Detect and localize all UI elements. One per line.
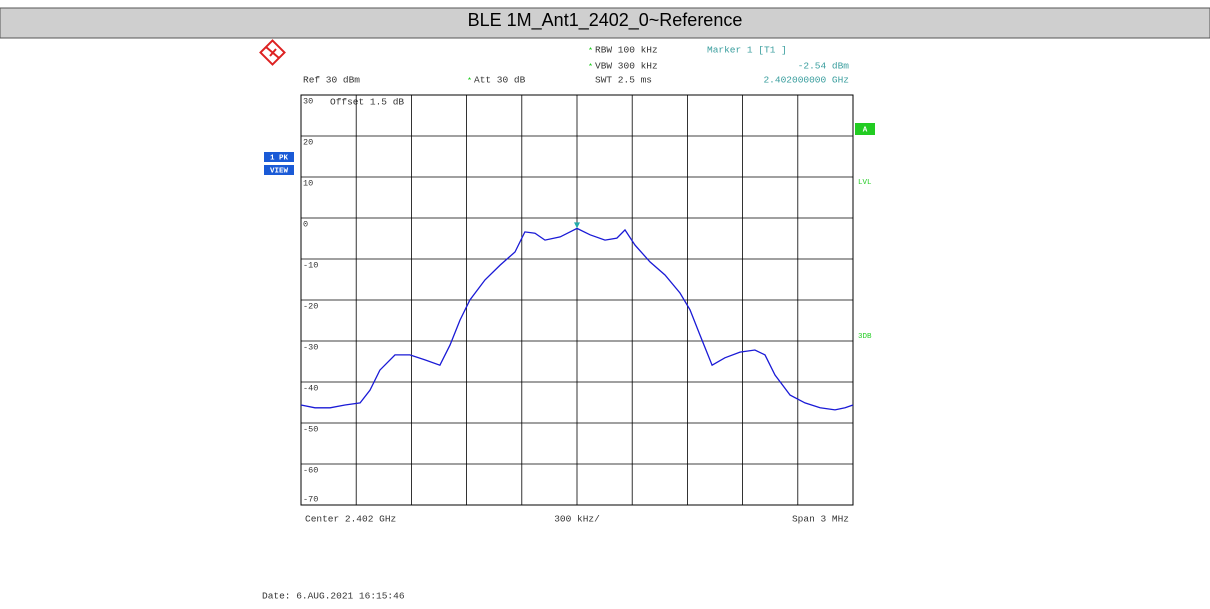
y-tick-label: -20 xyxy=(303,301,318,311)
view: VIEW xyxy=(270,167,289,175)
attenuation: Att 30 dB xyxy=(474,75,526,86)
marker-level: -2.54 dBm xyxy=(798,61,850,72)
y-tick-label: -50 xyxy=(303,424,318,434)
center-frequency: Center 2.402 GHz xyxy=(305,514,396,525)
trace-badge xyxy=(264,152,294,162)
plot: 30 20 10 0 -10 -20 -30 -40 -50 -60 -70 xyxy=(300,94,854,506)
rbw: RBW 100 kHz xyxy=(595,45,658,56)
marker-label: Marker 1 [T1 ] xyxy=(707,45,787,56)
y-tick-label: 0 xyxy=(303,219,308,229)
marker-frequency: 2.402000000 GHz xyxy=(763,75,849,86)
sweep-time: SWT 2.5 ms xyxy=(595,75,652,86)
span: Span 3 MHz xyxy=(792,514,849,525)
date: Date: 6.AUG.2021 16:15:46 xyxy=(262,591,405,602)
y-tick-label: 30 xyxy=(303,96,313,106)
ref-level: Ref 30 dBm xyxy=(303,75,360,86)
trace-mode: 1 PK xyxy=(270,154,289,162)
view-badge xyxy=(264,165,294,175)
y-tick-label: -30 xyxy=(303,342,318,352)
db3-label: 3DB xyxy=(858,333,872,341)
y-tick-label: 20 xyxy=(303,137,313,147)
lvl-label: LVL xyxy=(858,179,872,187)
a-badge xyxy=(855,123,875,135)
y-tick-label: -70 xyxy=(303,494,318,504)
per-division: 300 kHz/ xyxy=(554,514,600,525)
star xyxy=(589,47,592,50)
a-label: A xyxy=(863,126,868,134)
star xyxy=(589,63,592,66)
logo xyxy=(259,39,286,66)
y-tick-label: -10 xyxy=(303,260,318,270)
y-tick-label: 10 xyxy=(303,178,313,188)
y-tick-label: -60 xyxy=(303,465,318,475)
chart-title: BLE 1M_Ant1_2402_0~Reference xyxy=(468,10,743,31)
offset: Offset 1.5 dB xyxy=(330,97,404,108)
y-tick-label: -40 xyxy=(303,383,318,393)
marker xyxy=(574,222,580,229)
title-bar xyxy=(0,7,1210,39)
star xyxy=(468,77,471,80)
vbw: VBW 300 kHz xyxy=(595,61,658,72)
